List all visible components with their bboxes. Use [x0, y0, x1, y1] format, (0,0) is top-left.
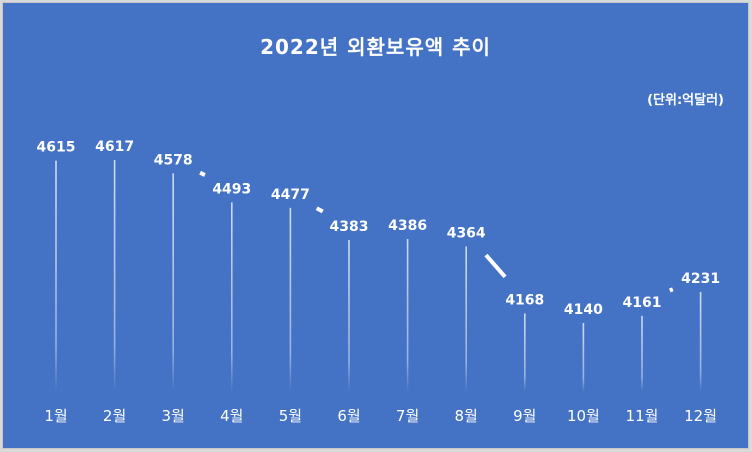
x-axis-label: 5월	[279, 407, 302, 425]
data-label: 4364	[447, 225, 486, 241]
chart-title: 2022년 외환보유액 추이	[260, 35, 491, 59]
x-axis-labels: 1월 2월 3월 4월 5월 6월 7월 8월 9월 10월 11월 12월	[44, 407, 717, 425]
drop-line	[582, 323, 585, 392]
x-axis-label: 4월	[220, 407, 243, 425]
drop-line	[348, 239, 350, 392]
x-axis-label: 7월	[396, 407, 419, 425]
line-segment	[484, 253, 507, 279]
data-label: 4386	[388, 218, 427, 234]
line-segment	[669, 287, 674, 293]
drop-line	[113, 160, 116, 392]
x-axis-label: 12월	[684, 407, 717, 425]
data-label: 4615	[37, 140, 76, 156]
drop-lines	[55, 160, 702, 392]
line-segment	[199, 170, 206, 177]
data-label: 4383	[330, 219, 369, 235]
drop-line	[289, 207, 292, 392]
data-label: 4140	[564, 302, 603, 318]
data-label: 4617	[95, 139, 134, 155]
data-labels: 4615 4617 4578 4493 4477 4383 4386 4364 4168 4140…	[37, 139, 721, 318]
x-axis-label: 10월	[567, 407, 600, 425]
drop-line	[406, 238, 409, 392]
x-axis-label: 9월	[513, 407, 536, 425]
x-axis-label: 11월	[626, 407, 659, 425]
drop-line	[172, 173, 174, 392]
drop-line	[231, 202, 233, 392]
drop-line	[524, 313, 526, 392]
x-axis-label: 6월	[337, 407, 360, 425]
data-label: 4161	[623, 295, 662, 311]
drop-line	[699, 291, 702, 392]
data-label: 4231	[681, 271, 720, 287]
line-segment	[315, 206, 324, 214]
drop-line	[465, 246, 467, 392]
x-axis-label: 8월	[455, 407, 478, 425]
unit-label: (단위:억달러)	[647, 93, 724, 108]
drop-line	[641, 315, 643, 392]
data-label: 4493	[212, 181, 251, 197]
data-label: 4168	[505, 292, 544, 308]
data-label: 4477	[271, 187, 310, 203]
drop-line	[55, 160, 57, 392]
x-axis-label: 3월	[162, 407, 185, 425]
x-axis-label: 2월	[103, 407, 126, 425]
line-segments	[199, 170, 674, 293]
data-label: 4578	[154, 152, 193, 168]
x-axis-label: 1월	[44, 407, 67, 425]
